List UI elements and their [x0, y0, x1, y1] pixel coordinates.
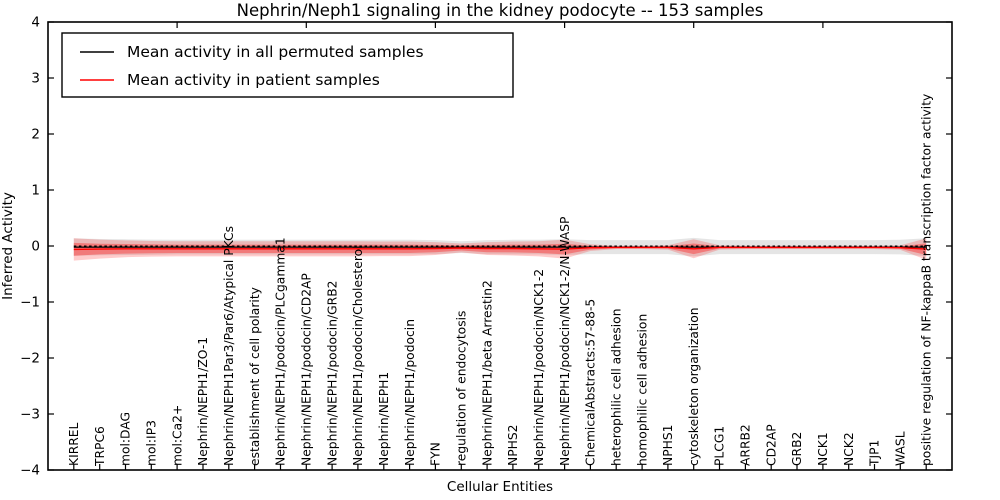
y-axis-label: Inferred Activity: [0, 192, 16, 300]
x-tick-label: TJP1: [868, 440, 882, 467]
x-tick-label: PLCG1: [713, 426, 727, 466]
x-tick-label: Nephrin/NEPH1/podocin: [403, 319, 417, 466]
x-tick-label: mol:IP3: [144, 420, 158, 466]
x-tick-label: WASL: [893, 431, 907, 466]
x-tick-label: TRPC6: [93, 426, 107, 467]
x-axis-label: Cellular Entities: [447, 479, 553, 495]
x-tick-label: Nephrin/NEPH1/podocin/CD2AP: [299, 273, 313, 466]
x-tick-label: Nephrin/NEPH1/beta Arrestin2: [480, 280, 494, 466]
legend-label-permuted: Mean activity in all permuted samples: [127, 43, 424, 61]
x-tick-label: heterophilic cell adhesion: [609, 309, 623, 466]
y-tick-label: 2: [31, 127, 40, 143]
x-tick-label: establishment of cell polarity: [248, 287, 262, 466]
x-tick-label: Nephrin/NEPH1/ZO-1: [196, 337, 210, 466]
x-tick-label: Nephrin/NEPH1: [377, 372, 391, 466]
x-tick-label: NPHS2: [506, 425, 520, 467]
x-tick-label: Nephrin/NEPH1/podocin/NCK1-2/N-WASP: [558, 217, 572, 466]
x-tick-label: cytoskeleton organization: [687, 307, 701, 466]
x-tick-label: Nephrin/NEPH1/podocin/Cholesterol: [351, 245, 365, 466]
x-tick-label: KIRREL: [67, 422, 81, 466]
legend: Mean activity in all permuted samples Me…: [61, 32, 514, 98]
y-tick-label: 4: [31, 15, 40, 31]
x-tick-label: regulation of endocytosis: [454, 311, 468, 466]
legend-label-patient: Mean activity in patient samples: [127, 71, 380, 89]
x-tick-label: Nephrin/NEPH1/podocin/NCK1-2: [532, 269, 546, 466]
y-tick-label: 0: [31, 239, 40, 255]
x-tick-label: Nephrin/NEPH1/podocin/PLCgamma1: [274, 237, 288, 466]
plot-area: KIRREL TRPC6 mol:DAG mol:IP3 mol:Ca2+ Nephrin…: [20, 15, 953, 479]
x-tick-label: GRB2: [790, 432, 804, 466]
chart-title: Nephrin/Neph1 signaling in the kidney po…: [237, 1, 764, 20]
band-patient-outer: [73, 238, 927, 261]
x-tick-label: positive regulation of NF-kappaB transcr…: [919, 94, 933, 466]
x-tick-label: NCK1: [816, 432, 830, 466]
y-tick-label: −4: [20, 463, 40, 479]
y-tick-label: 1: [31, 183, 40, 199]
x-tick-label: CD2AP: [764, 424, 778, 466]
y-tick-label: −3: [20, 407, 40, 423]
x-tick-label: Nephrin/NEPH1Par3/Par6/Atypical PKCs: [222, 226, 236, 466]
x-tick-label: mol:DAG: [119, 412, 133, 466]
x-tick-label: NCK2: [842, 432, 856, 466]
y-tick-label: 3: [31, 71, 40, 87]
x-tick-label: ChemicalAbstracts:57-88-5: [584, 299, 598, 466]
x-tick-label: NPHS1: [661, 425, 675, 467]
x-tick-label: homophilic cell adhesion: [635, 314, 649, 466]
legend-frame: [61, 32, 514, 98]
y-tick-label: −2: [20, 351, 40, 367]
x-tick-label: Nephrin/NEPH1/podocin/GRB2: [325, 281, 339, 466]
y-tick-label: −1: [20, 295, 40, 311]
x-tick-label: ARRB2: [739, 424, 753, 466]
x-tick-label: mol:Ca2+: [170, 405, 184, 466]
x-tick-label: FYN: [429, 442, 443, 466]
mean-line-patient: [73, 246, 927, 251]
